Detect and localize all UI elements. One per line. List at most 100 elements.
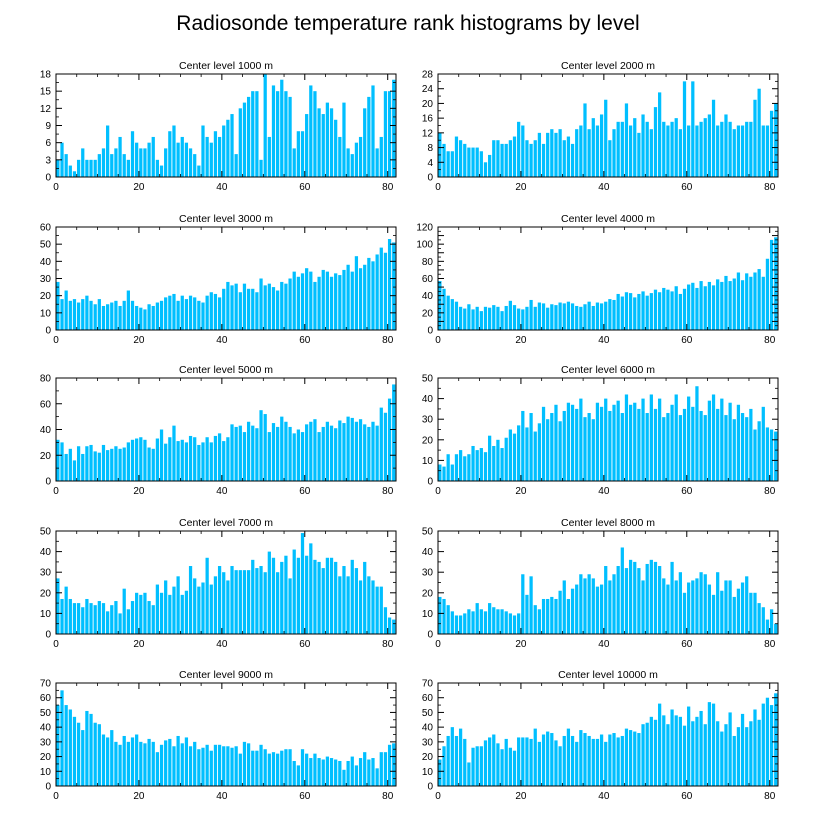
bar <box>222 572 226 634</box>
bar <box>699 121 703 177</box>
bar <box>234 570 238 634</box>
bar <box>276 426 280 481</box>
y-tick-label: 20 <box>422 308 434 319</box>
panel-7: Center level 7000 m 0 20 40 60 80 0 10 20 30 40 50 <box>40 517 397 650</box>
bar <box>309 543 313 634</box>
bar <box>234 283 238 330</box>
bar <box>521 737 525 786</box>
bar <box>658 703 662 786</box>
bar <box>604 566 608 634</box>
bar <box>267 432 271 481</box>
bar <box>637 733 641 786</box>
bar <box>674 118 678 177</box>
bar <box>122 300 126 330</box>
bar <box>325 271 330 330</box>
x-tick-label: 80 <box>382 639 394 650</box>
bar <box>329 108 334 177</box>
bar <box>159 592 164 634</box>
x-tick-label: 60 <box>299 639 311 650</box>
bar <box>313 753 317 786</box>
bar <box>633 297 637 330</box>
bar <box>217 566 222 634</box>
y-tick-label: 40 <box>40 425 52 436</box>
bar <box>164 443 168 481</box>
bar <box>346 148 350 177</box>
bar <box>529 143 533 177</box>
bar <box>85 159 89 177</box>
figure-title: Radiosonde temperature rank histograms b… <box>176 12 639 35</box>
bar <box>85 295 89 330</box>
bar <box>541 598 546 634</box>
bar <box>612 733 616 786</box>
bar <box>761 607 765 634</box>
bar <box>508 613 512 634</box>
bar <box>363 108 367 177</box>
x-tick-label: 40 <box>598 486 610 497</box>
bar <box>126 442 130 482</box>
bar <box>371 421 375 481</box>
bar <box>728 580 732 634</box>
x-tick-label: 40 <box>216 335 228 346</box>
bar <box>263 414 267 481</box>
bar <box>101 148 106 177</box>
bar <box>562 140 566 177</box>
bar <box>521 574 525 634</box>
bar <box>217 433 222 481</box>
bar <box>707 281 712 330</box>
bar <box>334 119 338 177</box>
bar <box>222 288 226 330</box>
bar <box>649 559 653 634</box>
y-tick-label: 10 <box>40 767 52 778</box>
bar <box>525 427 529 481</box>
bar <box>139 307 143 330</box>
bar <box>550 413 554 481</box>
bar <box>354 142 359 177</box>
bar <box>354 568 359 634</box>
bar <box>674 286 678 330</box>
bar <box>201 125 205 177</box>
x-tick-label: 60 <box>299 486 311 497</box>
bar <box>587 413 591 481</box>
x-tick-label: 0 <box>53 639 59 650</box>
bar <box>172 586 176 634</box>
bar <box>475 746 479 786</box>
bar <box>246 288 251 330</box>
bar <box>595 738 600 786</box>
bar <box>317 276 321 330</box>
bar <box>329 557 334 634</box>
bar <box>575 741 579 786</box>
bar <box>670 291 674 331</box>
bar <box>110 605 114 634</box>
panel-6: Center level 6000 m 0 20 40 60 80 0 10 20 30 40 50 <box>422 364 779 497</box>
bar <box>329 758 334 786</box>
bar <box>280 416 284 482</box>
bar <box>691 406 695 481</box>
bar <box>292 271 296 330</box>
y-tick-label: 24 <box>422 84 434 95</box>
x-tick-label: 40 <box>598 335 610 346</box>
bar <box>172 293 176 330</box>
bar <box>60 299 64 330</box>
bar <box>267 551 271 634</box>
x-tick-label: 0 <box>435 182 441 193</box>
bar <box>492 305 496 330</box>
bar <box>371 580 375 634</box>
bar <box>703 574 707 634</box>
bar <box>612 129 616 177</box>
bar <box>205 557 209 634</box>
bar <box>558 129 562 177</box>
y-tick-label: 70 <box>40 679 52 690</box>
panel-title: Center level 8000 m <box>561 517 655 529</box>
bar <box>188 295 193 330</box>
bar <box>81 607 85 634</box>
panel-5: Center level 5000 m 0 20 40 60 80 0 20 40 60 80 <box>40 364 397 497</box>
bar <box>558 590 562 634</box>
bar <box>68 300 72 330</box>
bar <box>164 148 168 177</box>
bar <box>628 293 633 330</box>
bar <box>682 408 687 481</box>
bar <box>164 580 168 634</box>
bar <box>570 303 575 330</box>
bar <box>649 716 653 786</box>
bar <box>624 568 629 634</box>
